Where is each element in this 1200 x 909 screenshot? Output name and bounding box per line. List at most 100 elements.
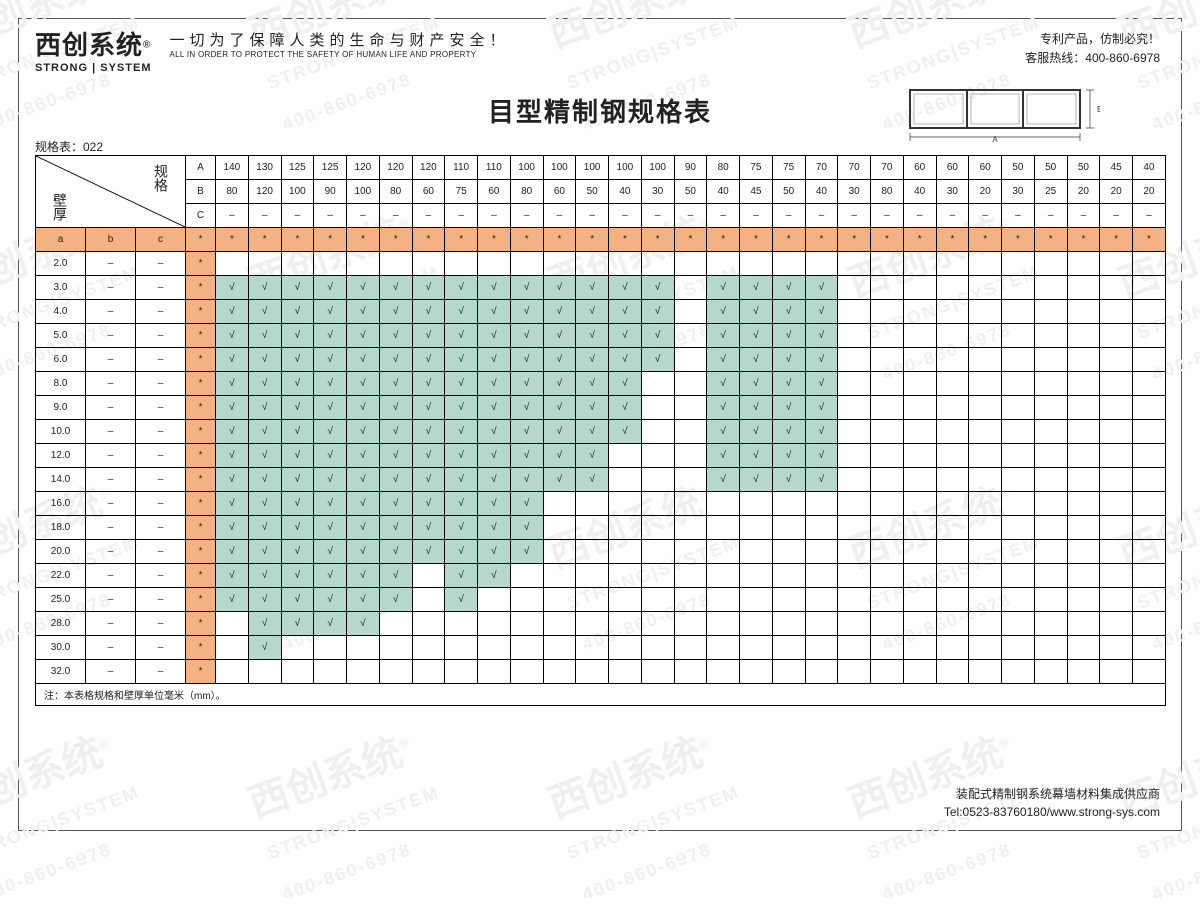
empty-cell [248,252,281,276]
check-cell: √ [707,468,740,492]
empty-cell [478,588,511,612]
empty-cell [674,252,707,276]
empty-cell [871,252,904,276]
empty-cell [1002,660,1035,684]
check-cell: √ [576,276,609,300]
empty-cell [674,324,707,348]
check-cell: √ [248,612,281,636]
empty-cell [674,300,707,324]
check-cell: √ [445,516,478,540]
thickness-c: – [136,324,186,348]
spec-table-number: 规格表：022 [35,138,103,155]
empty-cell [576,612,609,636]
empty-cell [216,612,249,636]
empty-cell [1133,420,1166,444]
empty-cell [936,516,969,540]
check-cell: √ [445,540,478,564]
empty-cell [1100,492,1133,516]
check-cell: √ [216,324,249,348]
star-cell: * [186,492,216,516]
empty-cell [1100,252,1133,276]
check-cell: √ [576,348,609,372]
col-B-value: 20 [1067,180,1100,204]
col-A-value: 50 [1002,156,1035,180]
empty-cell [805,636,838,660]
empty-cell [1100,396,1133,420]
empty-cell [1034,516,1067,540]
thickness-b: – [86,444,136,468]
hotline: 客服热线：400-860-6978 [1025,49,1160,68]
check-cell: √ [510,540,543,564]
check-cell: √ [412,492,445,516]
col-A-value: 100 [641,156,674,180]
empty-cell [969,372,1002,396]
empty-cell [543,540,576,564]
empty-cell [1100,636,1133,660]
col-C-value: – [412,204,445,228]
col-B-value: 60 [412,180,445,204]
empty-cell [838,492,871,516]
empty-cell [838,420,871,444]
col-A-value: 60 [903,156,936,180]
empty-cell [903,636,936,660]
check-cell: √ [543,372,576,396]
empty-cell [576,540,609,564]
check-cell: √ [281,348,314,372]
check-cell: √ [609,396,642,420]
header: 西创系统® STRONG | SYSTEM 一切为了保障人类的生命与财产安全！ … [35,25,510,74]
check-cell: √ [314,492,347,516]
empty-cell [576,516,609,540]
patent-notice: 专利产品，仿制必究！ [1025,30,1160,49]
empty-cell [478,636,511,660]
col-A-value: 50 [1067,156,1100,180]
star-cell: * [186,660,216,684]
watermark: 西创系统®STRONG|SYSTEM400-860-6978 [0,723,159,909]
empty-cell [903,396,936,420]
empty-cell [543,636,576,660]
thickness-c: – [136,660,186,684]
thickness-b: – [86,324,136,348]
check-cell: √ [216,372,249,396]
empty-cell [216,660,249,684]
empty-cell [936,612,969,636]
empty-cell [379,252,412,276]
empty-cell [871,492,904,516]
check-cell: √ [347,612,380,636]
spec-table: 规格壁厚A14013012512512012012011011010010010… [35,155,1165,706]
col-B-value: 50 [576,180,609,204]
thickness-a: 9.0 [36,396,86,420]
col-C-value: – [379,204,412,228]
check-cell: √ [248,348,281,372]
row-label-C: C [186,204,216,228]
empty-cell [674,348,707,372]
empty-cell [510,612,543,636]
check-cell: √ [707,276,740,300]
empty-cell [674,492,707,516]
empty-cell [281,660,314,684]
empty-cell [1100,516,1133,540]
empty-cell [936,492,969,516]
empty-cell [1002,276,1035,300]
check-cell: √ [347,564,380,588]
col-A-value: 120 [347,156,380,180]
check-cell: √ [379,276,412,300]
col-B-value: 100 [281,180,314,204]
check-cell: √ [445,444,478,468]
col-C-value: – [838,204,871,228]
check-cell: √ [347,324,380,348]
empty-cell [609,540,642,564]
empty-cell [445,612,478,636]
empty-cell [936,420,969,444]
empty-cell [641,588,674,612]
empty-cell [478,252,511,276]
empty-cell [871,588,904,612]
empty-cell [1067,444,1100,468]
thickness-b: – [86,372,136,396]
diagonal-header: 规格壁厚 [36,156,186,228]
empty-cell [1002,300,1035,324]
col-B-value: 20 [969,180,1002,204]
empty-cell [1133,444,1166,468]
col-B-value: 40 [805,180,838,204]
empty-cell [936,660,969,684]
star-cell: * [543,228,576,252]
